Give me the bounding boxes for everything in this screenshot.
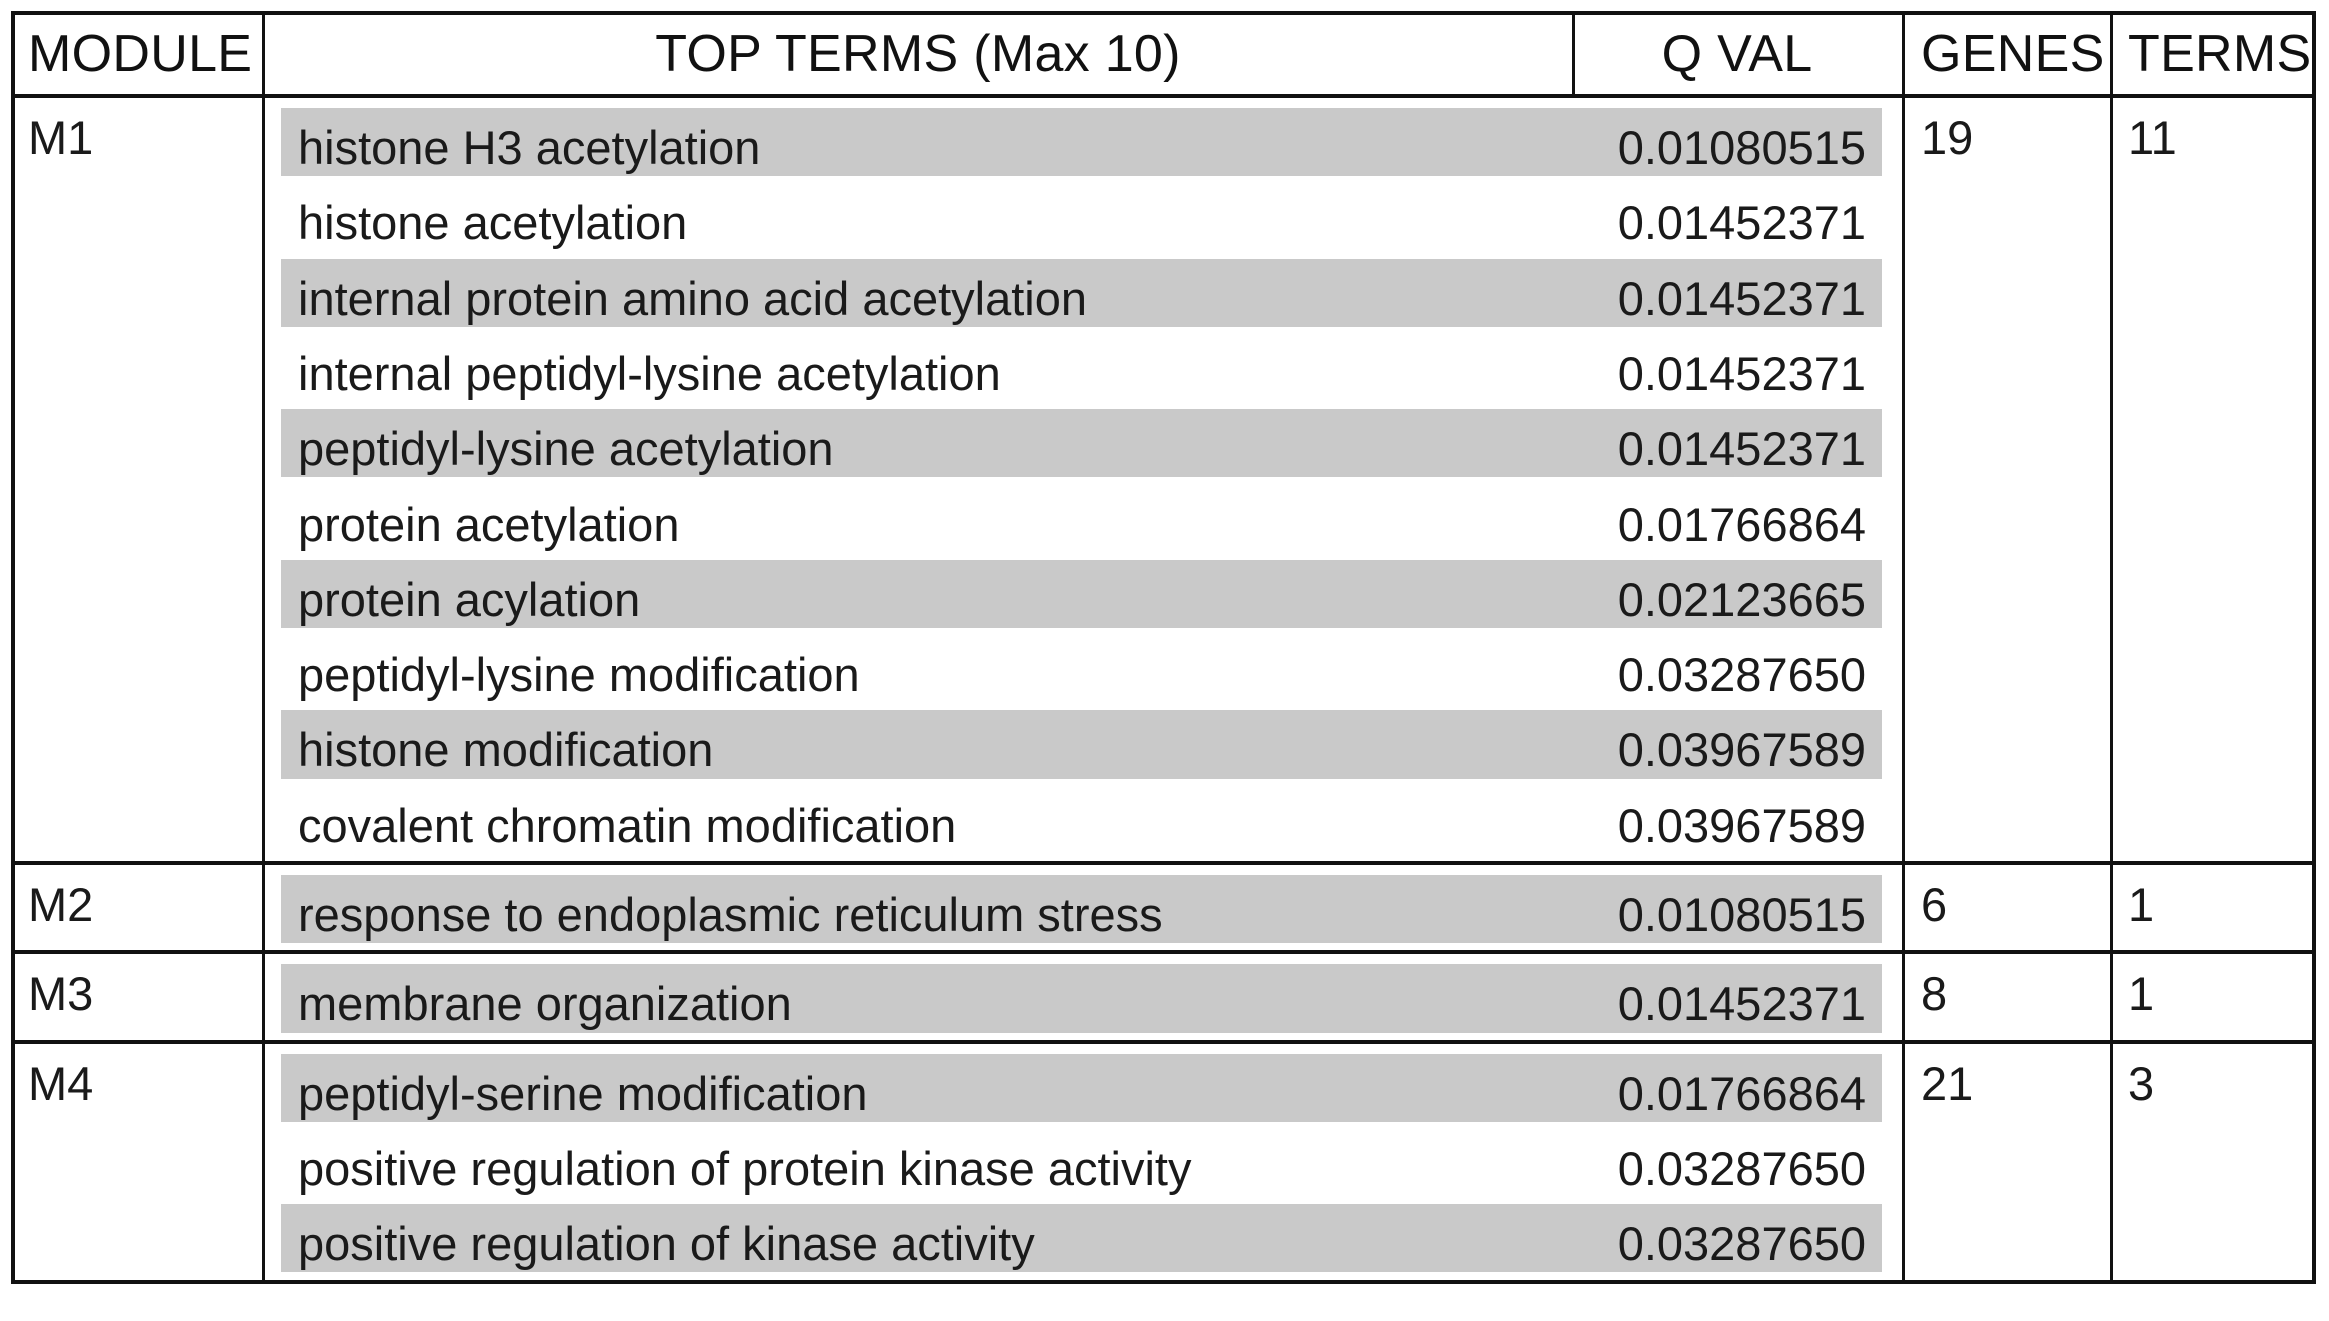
term-name: response to endoplasmic reticulum stress — [298, 888, 1163, 941]
module-genes: 8 — [1921, 967, 1948, 1021]
term-row-shading — [281, 1204, 1882, 1273]
header-bottom-border — [11, 94, 2316, 98]
term-qval: 0.01452371 — [1617, 422, 1866, 476]
header-top-terms: TOP TERMS (Max 10) — [655, 25, 1181, 83]
term-name: protein acetylation — [298, 497, 680, 551]
term-qval: 0.01766864 — [1617, 1066, 1866, 1120]
module-id: M1 — [28, 111, 94, 164]
term-name: histone H3 acetylation — [298, 121, 761, 174]
term-name: peptidyl-serine modification — [298, 1066, 868, 1120]
module-genes: 6 — [1921, 878, 1948, 931]
term-name: membrane organization — [298, 977, 792, 1031]
term-qval: 0.01452371 — [1617, 346, 1866, 400]
module-term-count: 3 — [2128, 1056, 2155, 1110]
term-row-shading — [281, 108, 1882, 177]
module-bottom-border — [11, 861, 2316, 865]
module-id: M2 — [28, 878, 94, 931]
column-divider-terms — [262, 11, 265, 1284]
term-name: positive regulation of protein kinase ac… — [298, 1141, 1192, 1195]
term-qval: 0.01452371 — [1617, 196, 1866, 250]
term-qval: 0.01766864 — [1617, 497, 1866, 551]
term-qval: 0.02123665 — [1617, 572, 1866, 626]
term-name: histone acetylation — [298, 196, 688, 250]
term-qval: 0.01080515 — [1617, 888, 1866, 941]
module-bottom-border — [11, 1279, 2316, 1284]
term-row-shading — [281, 964, 1882, 1033]
term-name: peptidyl-lysine modification — [298, 648, 860, 702]
module-genes: 19 — [1921, 111, 1974, 164]
module-term-count: 11 — [2128, 111, 2177, 164]
column-divider-genes — [1902, 11, 1905, 1284]
term-row-shading — [281, 409, 1882, 478]
header-module: MODULE — [28, 25, 253, 83]
term-qval: 0.03967589 — [1617, 798, 1866, 852]
term-name: histone modification — [298, 723, 714, 777]
header-qval-divider — [1572, 11, 1575, 98]
header-terms: TERMS — [2128, 25, 2312, 83]
module-genes: 21 — [1921, 1056, 1974, 1110]
term-name: internal protein amino acid acetylation — [298, 271, 1088, 325]
term-qval: 0.01452371 — [1617, 977, 1866, 1031]
module-id: M4 — [28, 1056, 94, 1110]
table-right-border — [2312, 11, 2316, 1284]
table-top-border — [11, 11, 2316, 15]
term-row-shading — [281, 559, 1882, 629]
term-qval: 0.01080515 — [1617, 121, 1866, 174]
term-row-shading — [281, 710, 1882, 779]
module-bottom-border — [11, 950, 2316, 955]
module-term-count: 1 — [2128, 967, 2155, 1021]
term-name: covalent chromatin modification — [298, 798, 957, 852]
term-qval: 0.03287650 — [1617, 1217, 1866, 1271]
term-row-shading — [281, 258, 1882, 327]
column-divider-terms-count — [2110, 11, 2113, 1284]
term-name: peptidyl-lysine acetylation — [298, 422, 834, 476]
module-term-count: 1 — [2128, 878, 2155, 931]
term-name: internal peptidyl-lysine acetylation — [298, 346, 1001, 400]
module-bottom-border — [11, 1039, 2316, 1044]
term-qval: 0.03967589 — [1617, 723, 1866, 777]
term-row-shading — [281, 875, 1882, 944]
header-qval: Q VAL — [1661, 25, 1813, 83]
header-genes: GENES — [1921, 25, 2105, 83]
table-left-border — [11, 11, 15, 1284]
term-name: positive regulation of kinase activity — [298, 1217, 1035, 1271]
term-row-shading — [281, 1053, 1882, 1122]
term-name: protein acylation — [298, 572, 641, 626]
module-id: M3 — [28, 967, 94, 1021]
term-qval: 0.03287650 — [1617, 648, 1866, 702]
term-qval: 0.01452371 — [1617, 271, 1866, 325]
term-qval: 0.03287650 — [1617, 1141, 1866, 1195]
